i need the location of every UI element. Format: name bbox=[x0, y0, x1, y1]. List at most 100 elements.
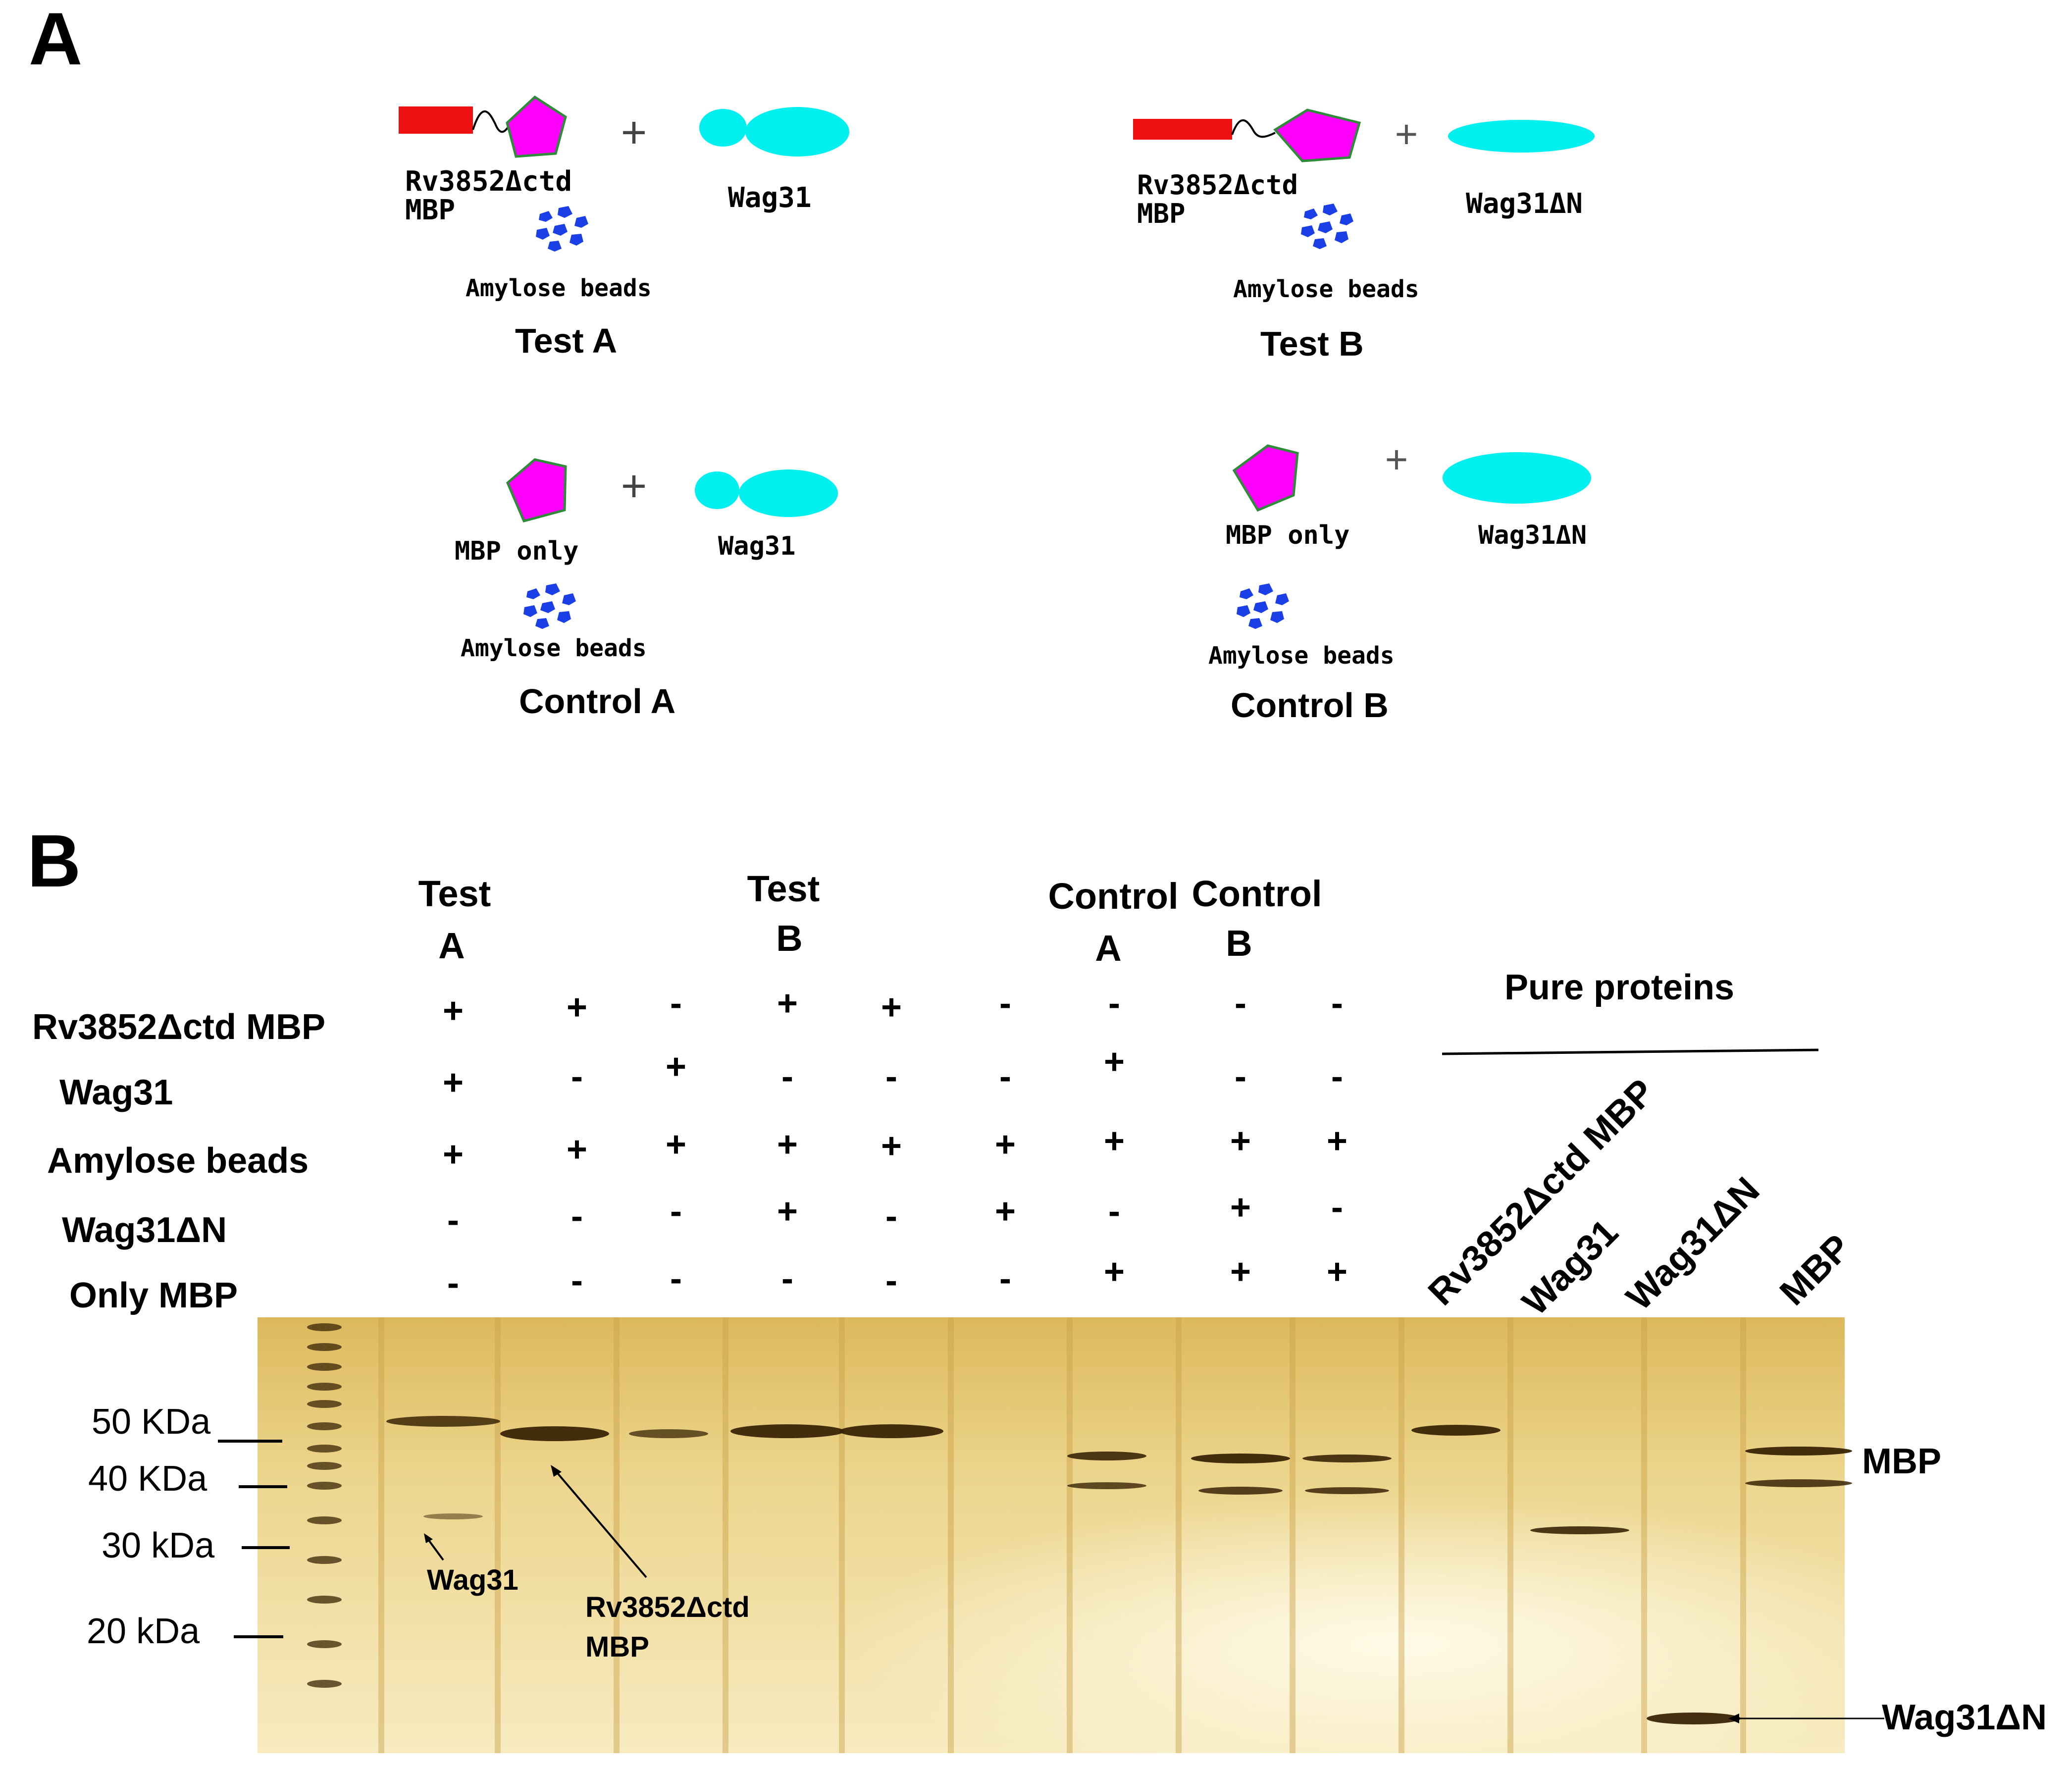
gel-annotations: Wag31 Rv3852Δctd MBP MBP Wag31ΔN bbox=[424, 1442, 2047, 1737]
rv3852-arrowhead bbox=[551, 1465, 562, 1477]
pure-proteins-rule bbox=[1442, 1048, 1819, 1055]
gel-band-2 bbox=[423, 1513, 483, 1519]
sign-r3-c5: + bbox=[881, 1126, 902, 1166]
wag31dn-body bbox=[1448, 120, 1595, 153]
amylose-beads-icon bbox=[523, 583, 576, 629]
rv3852-arrow bbox=[554, 1469, 647, 1578]
lane-divider-12 bbox=[1641, 1317, 1647, 1753]
lane-divider-8 bbox=[1176, 1317, 1182, 1753]
sign-r5-c6: - bbox=[999, 1259, 1011, 1299]
gel-band-12 bbox=[1305, 1487, 1389, 1494]
gel-lanes bbox=[378, 1317, 1746, 1753]
beads-label: Amylose beads bbox=[1233, 275, 1419, 303]
ladder-band-5 bbox=[307, 1400, 342, 1408]
wag31-head bbox=[695, 471, 739, 509]
header-test-a-2: A bbox=[438, 925, 465, 966]
pure-lane-labels: Rv3852Δctd MBP Wag31 Wag31ΔN MBP bbox=[1420, 1071, 1859, 1323]
sign-r4-c6: + bbox=[995, 1192, 1016, 1231]
sign-r4-c3: - bbox=[670, 1192, 682, 1231]
ladder-band-12 bbox=[307, 1596, 342, 1604]
sign-r5-c7: + bbox=[1104, 1252, 1125, 1292]
rv3852-annotation-2: MBP bbox=[585, 1631, 649, 1663]
panel-b-label: B bbox=[27, 819, 81, 902]
amylose-beads-icon bbox=[536, 206, 588, 252]
lane-divider-1 bbox=[378, 1317, 384, 1753]
sign-r3-c6: + bbox=[995, 1125, 1016, 1164]
marker-labels: 50 KDa 40 KDa 30 kDa 20 kDa bbox=[87, 1402, 290, 1651]
ladder-band-3 bbox=[307, 1363, 342, 1371]
header-test-b-2: B bbox=[776, 918, 802, 959]
panel-a-label: A bbox=[29, 0, 82, 80]
sign-r2-c1: + bbox=[443, 1063, 464, 1102]
marker-label-40: 40 KDa bbox=[88, 1459, 207, 1499]
sign-r5-c5: - bbox=[885, 1261, 897, 1300]
wag31-body bbox=[745, 107, 849, 156]
pure-lane-label-mbp: MBP bbox=[1772, 1226, 1859, 1313]
gel-band-9 bbox=[1191, 1454, 1290, 1463]
gel-band-5 bbox=[730, 1424, 844, 1438]
ladder-band-9 bbox=[307, 1482, 342, 1490]
sign-r4-c7: - bbox=[1108, 1192, 1120, 1231]
gel-band-6 bbox=[839, 1424, 943, 1438]
sign-r1-c3: - bbox=[670, 984, 682, 1023]
gel-band-13 bbox=[1411, 1425, 1501, 1436]
pure-lane-label-wag31dn: Wag31ΔN bbox=[1618, 1169, 1767, 1318]
sign-r3-c4: + bbox=[777, 1125, 798, 1164]
row-label-rv3852: Rv3852Δctd MBP bbox=[32, 1007, 325, 1047]
linker bbox=[472, 110, 511, 133]
row-label-wag31dn: Wag31ΔN bbox=[62, 1210, 227, 1250]
sign-r5-c3: - bbox=[670, 1259, 682, 1299]
sign-r2-c2: - bbox=[571, 1057, 583, 1096]
header-control-a-2: A bbox=[1095, 928, 1121, 969]
gel-band-4 bbox=[629, 1429, 708, 1438]
wag31-head bbox=[699, 109, 747, 147]
sign-r5-c9: + bbox=[1327, 1252, 1347, 1292]
lane-divider-7 bbox=[1067, 1317, 1073, 1753]
fusion-label-2: MBP bbox=[1137, 198, 1186, 229]
ladder-band-10 bbox=[307, 1516, 342, 1524]
lane-divider-11 bbox=[1507, 1317, 1513, 1753]
gel-band-14 bbox=[1530, 1526, 1629, 1534]
plus-sign: + bbox=[1385, 437, 1408, 481]
rv3852-annotation-1: Rv3852Δctd bbox=[585, 1591, 750, 1623]
sign-r2-c3: + bbox=[666, 1047, 686, 1087]
control-b-title: Control B bbox=[1231, 686, 1389, 725]
mbp-pentagon bbox=[1232, 444, 1299, 512]
sign-r1-c2: + bbox=[567, 987, 587, 1027]
pure-proteins-header: Pure proteins bbox=[1504, 968, 1734, 1007]
mbp-right-annotation: MBP bbox=[1862, 1442, 1941, 1481]
mbp-pentagon bbox=[507, 97, 566, 156]
beads-label: Amylose beads bbox=[466, 274, 652, 302]
sign-r4-c1: - bbox=[447, 1200, 459, 1240]
wag31dn-right-annotation: Wag31ΔN bbox=[1882, 1698, 2047, 1737]
marker-label-20: 20 kDa bbox=[87, 1611, 200, 1651]
sign-r3-c8: + bbox=[1230, 1121, 1251, 1161]
sign-r3-c7: + bbox=[1104, 1121, 1125, 1161]
wag31-annotation: Wag31 bbox=[427, 1564, 518, 1596]
sign-r5-c8: + bbox=[1230, 1252, 1251, 1292]
fusion-label-2: MBP bbox=[405, 194, 455, 226]
lane-divider-9 bbox=[1290, 1317, 1295, 1753]
ladder-band-14 bbox=[307, 1680, 342, 1688]
wag31dn-arrowhead bbox=[1728, 1714, 1739, 1723]
partner-label: Wag31 bbox=[718, 531, 796, 561]
marker-label-50: 50 KDa bbox=[92, 1402, 211, 1442]
amylose-beads-icon bbox=[1237, 583, 1289, 629]
header-control-b-2: B bbox=[1226, 923, 1252, 964]
lane-divider-5 bbox=[839, 1317, 845, 1753]
test-b-diagram: + Rv3852Δctd MBP Wag31ΔN Amylose beads T… bbox=[1133, 108, 1595, 363]
fusion-label-1: Rv3852Δctd bbox=[405, 165, 572, 198]
header-test-b-1: Test bbox=[747, 868, 820, 909]
sign-r2-c4: - bbox=[781, 1057, 793, 1096]
gel-band-16 bbox=[1745, 1479, 1852, 1487]
plus-sign: + bbox=[621, 462, 647, 511]
header-control-a-1: Control bbox=[1048, 876, 1178, 917]
sign-r5-c2: - bbox=[571, 1261, 583, 1300]
gel-bands bbox=[307, 1323, 1852, 1724]
mbp-pentagon bbox=[506, 458, 567, 522]
sign-r1-c9: - bbox=[1331, 984, 1343, 1023]
test-a-title: Test A bbox=[515, 321, 617, 360]
wag31-body bbox=[739, 469, 838, 517]
fusion-label-1: Rv3852Δctd bbox=[1137, 169, 1298, 201]
gel-band-7 bbox=[1067, 1452, 1146, 1460]
